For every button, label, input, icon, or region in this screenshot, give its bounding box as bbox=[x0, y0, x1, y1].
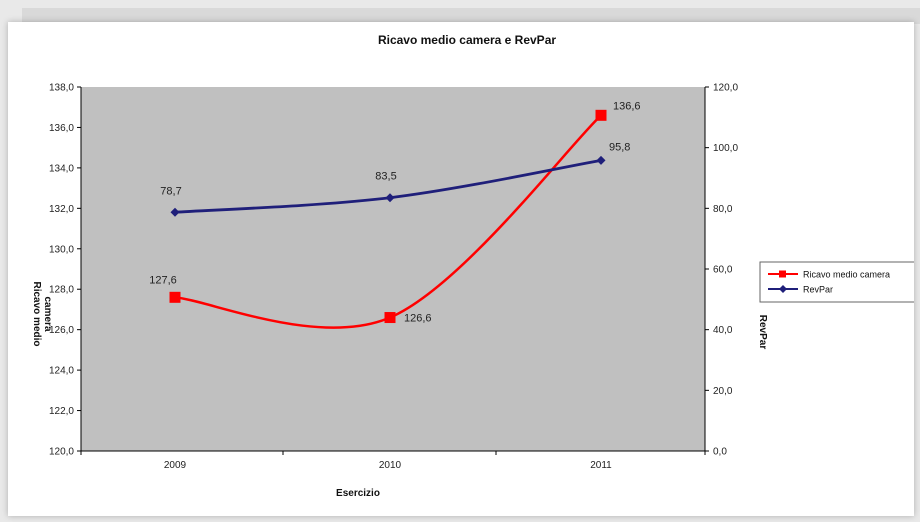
legend-marker bbox=[779, 285, 787, 293]
data-label: 136,6 bbox=[613, 100, 641, 112]
right-y-tick-label: 120,0 bbox=[713, 83, 738, 94]
data-label: 127,6 bbox=[149, 274, 177, 286]
series-layer bbox=[169, 109, 607, 329]
left-y-tick-label: 130,0 bbox=[49, 244, 74, 255]
left-y-tick-label: 126,0 bbox=[49, 325, 74, 336]
top-bar bbox=[22, 8, 920, 24]
series-marker bbox=[170, 207, 180, 217]
chart-title: Ricavo medio camera e RevPar bbox=[378, 33, 556, 47]
data-labels: 127,6 126,6 136,6 78,7 83,5 95,8 bbox=[149, 100, 640, 324]
left-y-tick-label: 136,0 bbox=[49, 123, 74, 134]
data-label: 95,8 bbox=[609, 141, 630, 153]
series-marker bbox=[385, 193, 395, 203]
left-y-tick-label: 128,0 bbox=[49, 285, 74, 296]
plot-area bbox=[81, 87, 705, 451]
legend: Ricavo medio camera RevPar bbox=[759, 261, 914, 303]
chart-card: Ricavo medio camera e RevPar 120,0 122,0 1… bbox=[8, 22, 914, 516]
left-y-tick-label: 134,0 bbox=[49, 163, 74, 174]
x-tick-label: 2009 bbox=[164, 460, 187, 471]
legend-box bbox=[759, 261, 914, 303]
left-y-axis-title: Ricavo mediocamera bbox=[31, 281, 53, 346]
left-y-tick-label: 122,0 bbox=[49, 406, 74, 417]
left-y-tick-label: 138,0 bbox=[49, 83, 74, 94]
right-y-tick-label: 0,0 bbox=[713, 447, 727, 458]
right-y-tick-label: 60,0 bbox=[713, 265, 733, 276]
right-y-tick-label: 100,0 bbox=[713, 143, 738, 154]
left-y-tick-label: 124,0 bbox=[49, 366, 74, 377]
series-marker bbox=[169, 291, 181, 303]
chart: Ricavo medio camera e RevPar 120,0122,01… bbox=[31, 33, 914, 499]
data-label: 126,6 bbox=[404, 313, 432, 325]
right-y-tick-label: 40,0 bbox=[713, 325, 733, 336]
data-label: 78,7 bbox=[160, 185, 181, 197]
right-y-tick-label: 20,0 bbox=[713, 386, 733, 397]
x-tick-label: 2010 bbox=[379, 460, 402, 471]
legend-label: RevPar bbox=[803, 285, 833, 295]
left-y-axis-title-line1: Ricavo medio bbox=[31, 281, 42, 346]
x-axis-title: Esercizio bbox=[336, 488, 380, 499]
left-y-tick-label: 120,0 bbox=[49, 447, 74, 458]
right-y-tick-label: 80,0 bbox=[713, 204, 733, 215]
data-label: 83,5 bbox=[375, 171, 396, 183]
series-marker bbox=[384, 312, 396, 324]
series-marker bbox=[595, 109, 607, 121]
right-y-axis-title: RevPar bbox=[757, 315, 768, 350]
x-tick-label: 2011 bbox=[590, 460, 612, 471]
left-y-axis-title-line2: camera bbox=[42, 296, 53, 331]
series-marker bbox=[596, 155, 606, 165]
legend-marker bbox=[779, 270, 786, 278]
legend-label: Ricavo medio camera bbox=[803, 270, 890, 280]
axes: 120,0 122,0 124,0 126,0 128,0 130,0 132,0 134,0… bbox=[49, 83, 738, 472]
left-y-tick-label: 132,0 bbox=[49, 204, 74, 215]
